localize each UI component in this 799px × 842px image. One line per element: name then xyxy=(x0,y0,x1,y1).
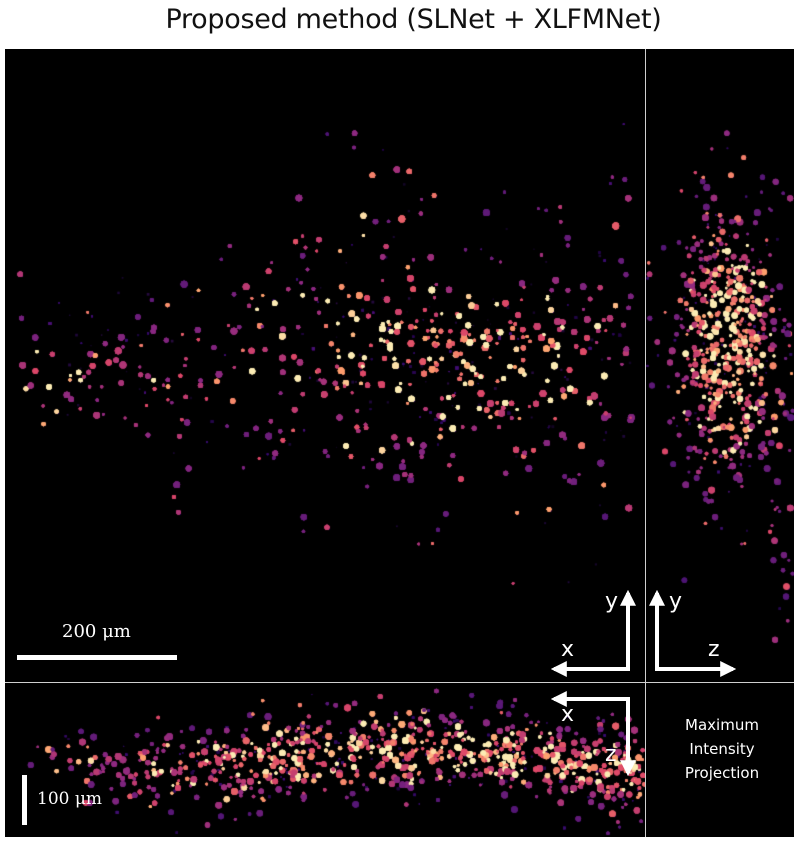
zy-projection-image xyxy=(646,49,794,682)
mip-line-3: Projection xyxy=(684,764,760,782)
vertical-divider xyxy=(645,49,646,837)
xy-projection-image xyxy=(5,49,645,682)
horizontal-divider xyxy=(5,682,794,683)
xz-projection-image xyxy=(5,683,645,837)
mip-line-1: Maximum xyxy=(685,716,759,734)
figure-title: Proposed method (SLNet + XLFMNet) xyxy=(165,4,662,35)
xy-scale-label: 200 μm xyxy=(62,621,131,642)
mip-line-2: Intensity xyxy=(689,740,755,758)
zy-z-label: z xyxy=(708,637,720,662)
xy-axis-arrows xyxy=(550,589,636,677)
xy-y-label: y xyxy=(605,589,619,614)
axis-arrows xyxy=(550,589,737,777)
xy-x-label: x xyxy=(561,637,575,662)
xz-z-label: z xyxy=(605,742,617,767)
zy-y-label: y xyxy=(669,589,683,614)
zy-axis-arrows xyxy=(649,589,737,677)
xz-scale-bar xyxy=(22,775,27,825)
mip-legend: Maximum Intensity Projection xyxy=(657,713,787,785)
xz-axis-arrows xyxy=(550,691,636,777)
xy-scale-bar xyxy=(17,655,177,660)
microscopy-figure: 200 μm 100 μm y x y z x z Maximum Intens… xyxy=(5,49,794,837)
xz-x-label: x xyxy=(561,702,575,727)
xz-scale-label: 100 μm xyxy=(37,789,103,809)
